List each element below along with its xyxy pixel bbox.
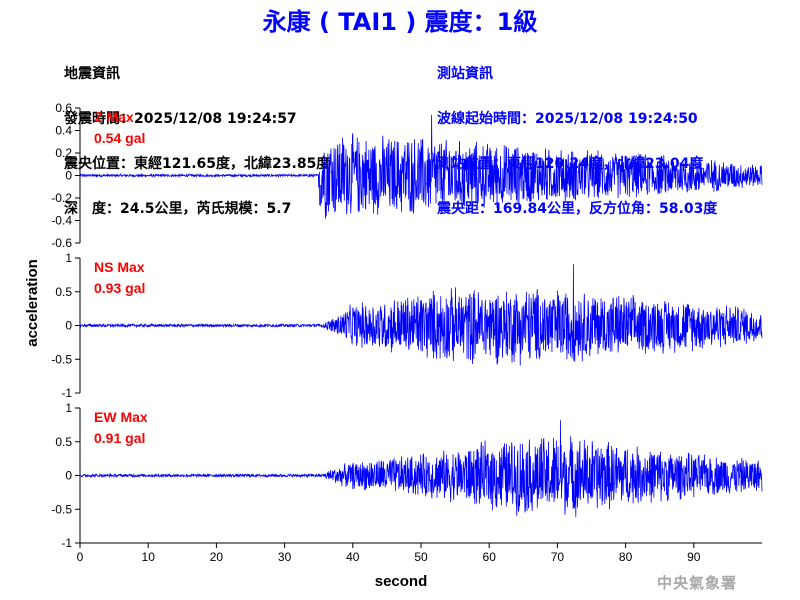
earthquake-info-block: 地震資訊 發震時間：2025/12/08 19:24:57 震央位置：東經121… bbox=[64, 37, 330, 232]
y-tick-label-ew: 0.5 bbox=[55, 435, 72, 449]
y-tick-label-ns: 0 bbox=[65, 319, 72, 333]
max-label-ns: NS Max bbox=[94, 259, 145, 275]
max-label-ew: EW Max bbox=[94, 409, 148, 425]
x-tick-label: 70 bbox=[551, 550, 565, 564]
y-tick-label-ns: 0.5 bbox=[55, 285, 72, 299]
x-axis-title: second bbox=[375, 573, 428, 590]
x-tick-label: 40 bbox=[346, 550, 360, 564]
wave-start-time: 波線起始時間：2025/12/08 19:24:50 bbox=[437, 111, 698, 127]
y-tick-label-z: -0.2 bbox=[51, 191, 72, 205]
y-tick-label-z: 0.4 bbox=[55, 124, 72, 138]
chart-title: 永康 ( TAI1 ) 震度：1級 bbox=[262, 8, 538, 36]
max-label-z: Z Max bbox=[94, 109, 134, 125]
waveform-ew bbox=[79, 420, 763, 517]
x-tick-label: 50 bbox=[414, 550, 428, 564]
y-tick-label-z: -0.6 bbox=[51, 236, 72, 250]
max-value-ew: 0.91 gal bbox=[94, 430, 145, 446]
y-tick-label-z: 0 bbox=[65, 169, 72, 183]
y-tick-label-z: 0.2 bbox=[55, 146, 72, 160]
y-tick-label-z: 0.6 bbox=[55, 101, 72, 115]
earthquake-info-heading: 地震資訊 bbox=[64, 66, 120, 82]
origin-time: 發震時間：2025/12/08 19:24:57 bbox=[64, 111, 297, 127]
y-tick-label-ew: -1 bbox=[61, 536, 72, 550]
y-tick-label-z: -0.4 bbox=[51, 214, 72, 228]
x-tick-label: 80 bbox=[619, 550, 633, 564]
y-axis-title: acceleration bbox=[24, 259, 41, 347]
depth-magnitude: 深 度：24.5公里，芮氏規模：5.7 bbox=[64, 201, 292, 217]
y-tick-label-ew: -0.5 bbox=[51, 502, 72, 516]
y-tick-label-ew: 0 bbox=[65, 469, 72, 483]
x-tick-label: 0 bbox=[77, 550, 84, 564]
x-tick-label: 30 bbox=[278, 550, 292, 564]
y-tick-label-ns: 1 bbox=[65, 251, 72, 265]
x-tick-label: 20 bbox=[210, 550, 224, 564]
station-info-heading: 測站資訊 bbox=[437, 66, 493, 82]
x-tick-label: 90 bbox=[687, 550, 701, 564]
x-tick-label: 10 bbox=[142, 550, 156, 564]
y-tick-label-ns: -1 bbox=[61, 386, 72, 400]
y-tick-label-ew: 1 bbox=[65, 401, 72, 415]
epicentral-distance: 震央距：169.84公里，反方位角：58.03度 bbox=[437, 201, 718, 217]
waveform-ns bbox=[79, 264, 763, 366]
waveform-z bbox=[79, 114, 763, 219]
y-tick-label-ns: -0.5 bbox=[51, 352, 72, 366]
max-value-z: 0.54 gal bbox=[94, 130, 145, 146]
x-tick-label: 60 bbox=[483, 550, 497, 564]
max-value-ns: 0.93 gal bbox=[94, 280, 145, 296]
epicenter-location: 震央位置：東經121.65度，北緯23.85度 bbox=[64, 156, 331, 172]
agency-credit: 中央氣象署 bbox=[657, 574, 738, 592]
